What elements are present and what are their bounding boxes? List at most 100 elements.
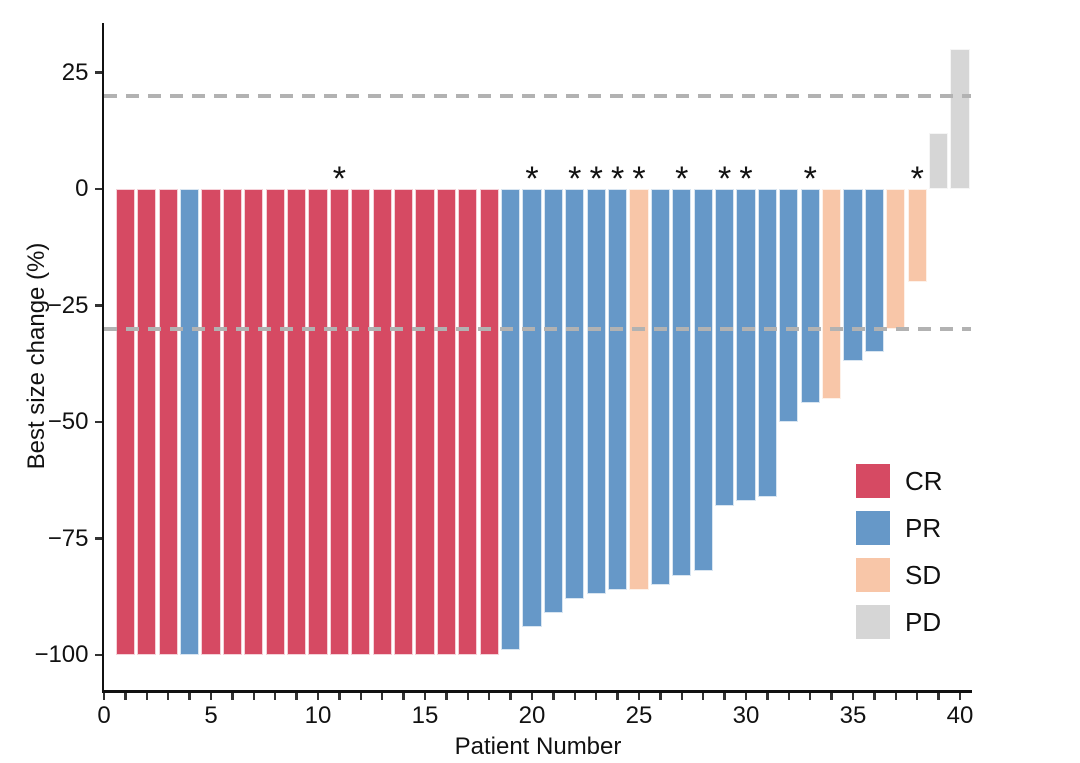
bar-patient-37 bbox=[886, 189, 906, 329]
x-tick-24 bbox=[616, 692, 619, 700]
x-tick-7 bbox=[252, 692, 256, 700]
legend-swatch-cr bbox=[856, 464, 890, 498]
legend-label-sd: SD bbox=[905, 560, 942, 590]
x-tick-label-20: 20 bbox=[518, 702, 546, 729]
star-annotation-patient-11: * bbox=[332, 160, 346, 198]
bar-patient-5 bbox=[201, 189, 221, 655]
x-tick-6 bbox=[231, 692, 234, 700]
bar-patient-30 bbox=[736, 189, 756, 502]
legend-label-pd: PD bbox=[905, 607, 942, 637]
x-tick-label-0: 0 bbox=[97, 702, 111, 729]
bar-patient-26 bbox=[650, 189, 671, 586]
legend-item-sd: SD bbox=[856, 558, 943, 592]
x-tick-26 bbox=[659, 692, 662, 700]
bar-patient-17 bbox=[458, 189, 478, 655]
bar-patient-6 bbox=[222, 189, 243, 655]
threshold-line--30 bbox=[104, 327, 971, 331]
bar-patient-34 bbox=[821, 189, 842, 399]
bar-patient-9 bbox=[286, 189, 307, 655]
star-annotation-patient-20: * bbox=[525, 160, 539, 198]
bar-patient-14 bbox=[393, 189, 414, 655]
y-tick--75 bbox=[94, 537, 102, 540]
x-tick-label-25: 25 bbox=[625, 702, 653, 729]
x-tick-label-5: 5 bbox=[204, 702, 218, 729]
bar-patient-15 bbox=[415, 189, 435, 655]
star-annotation-patient-29: * bbox=[717, 160, 732, 198]
y-tick-0 bbox=[94, 187, 102, 191]
bar-patient-27 bbox=[672, 189, 692, 576]
x-tick-29 bbox=[723, 692, 726, 700]
legend-swatch-pr bbox=[856, 511, 890, 545]
legend-item-pd: PD bbox=[856, 605, 943, 639]
bar-patient-28 bbox=[693, 189, 713, 572]
bar-patient-29 bbox=[714, 189, 735, 506]
bar-patient-32 bbox=[779, 189, 799, 422]
bar-patient-25 bbox=[629, 189, 649, 590]
x-tick-8 bbox=[273, 692, 277, 700]
bar-patient-3 bbox=[158, 189, 178, 655]
x-tick-32 bbox=[787, 692, 791, 700]
x-tick-25 bbox=[637, 692, 641, 700]
bar-patient-2 bbox=[137, 189, 157, 655]
y-axis-line bbox=[101, 23, 104, 693]
bar-patient-36 bbox=[864, 189, 885, 353]
x-tick-12 bbox=[359, 692, 363, 700]
x-tick-14 bbox=[402, 692, 405, 700]
x-tick-2 bbox=[145, 692, 149, 700]
legend-item-pr: PR bbox=[856, 511, 943, 545]
x-tick-34 bbox=[830, 692, 833, 700]
x-tick-31 bbox=[766, 692, 769, 700]
bar-patient-4 bbox=[179, 189, 200, 655]
x-tick-16 bbox=[445, 692, 448, 700]
x-tick-20 bbox=[530, 692, 534, 700]
x-tick-5 bbox=[209, 692, 213, 700]
bar-patient-10 bbox=[308, 189, 328, 655]
x-tick-label-10: 10 bbox=[304, 702, 332, 729]
x-axis-line bbox=[101, 690, 972, 693]
star-annotation-patient-25: * bbox=[632, 160, 646, 198]
x-tick-9 bbox=[295, 692, 298, 700]
y-tick-label-25: 25 bbox=[61, 58, 89, 86]
x-tick-4 bbox=[188, 692, 191, 700]
bar-patient-18 bbox=[479, 189, 499, 655]
bar-patient-38 bbox=[907, 189, 927, 283]
bar-patient-33 bbox=[800, 189, 820, 404]
y-tick-label--25: −25 bbox=[47, 291, 89, 319]
y-tick--50 bbox=[94, 420, 102, 424]
bar-patient-1 bbox=[115, 189, 136, 655]
x-tick-label-35: 35 bbox=[839, 702, 867, 729]
x-tick-40 bbox=[958, 692, 962, 700]
x-tick-10 bbox=[316, 692, 320, 700]
legend: CR PR SD PD bbox=[856, 464, 943, 639]
star-annotation-patient-33: * bbox=[803, 160, 817, 198]
legend-swatch-pd bbox=[856, 605, 890, 639]
bar-patient-13 bbox=[372, 189, 392, 655]
bar-patient-23 bbox=[586, 189, 606, 595]
x-tick-19 bbox=[509, 692, 512, 700]
legend-swatch-sd bbox=[856, 558, 890, 592]
bar-patient-21 bbox=[543, 189, 564, 614]
star-annotation-patient-30: * bbox=[739, 160, 753, 198]
y-tick-25 bbox=[94, 71, 102, 74]
bar-patient-16 bbox=[436, 189, 457, 655]
bar-patient-8 bbox=[265, 189, 285, 655]
star-annotation-patient-24: * bbox=[610, 160, 625, 198]
y-tick-label--75: −75 bbox=[47, 524, 89, 552]
x-tick-38 bbox=[915, 692, 919, 700]
x-tick-28 bbox=[701, 692, 705, 700]
bar-patient-39 bbox=[928, 133, 949, 189]
y-tick--100 bbox=[94, 653, 102, 657]
legend-label-cr: CR bbox=[905, 466, 943, 496]
bar-patient-35 bbox=[843, 189, 863, 362]
x-tick-11 bbox=[338, 692, 341, 700]
x-tick-37 bbox=[894, 692, 898, 700]
bar-patient-24 bbox=[607, 189, 628, 590]
x-tick-23 bbox=[594, 692, 598, 700]
x-tick-33 bbox=[808, 692, 812, 700]
x-tick-21 bbox=[552, 692, 555, 700]
x-tick-17 bbox=[466, 692, 470, 700]
threshold-line-20 bbox=[104, 94, 971, 98]
x-tick-36 bbox=[873, 692, 876, 700]
x-tick-39 bbox=[937, 692, 940, 700]
